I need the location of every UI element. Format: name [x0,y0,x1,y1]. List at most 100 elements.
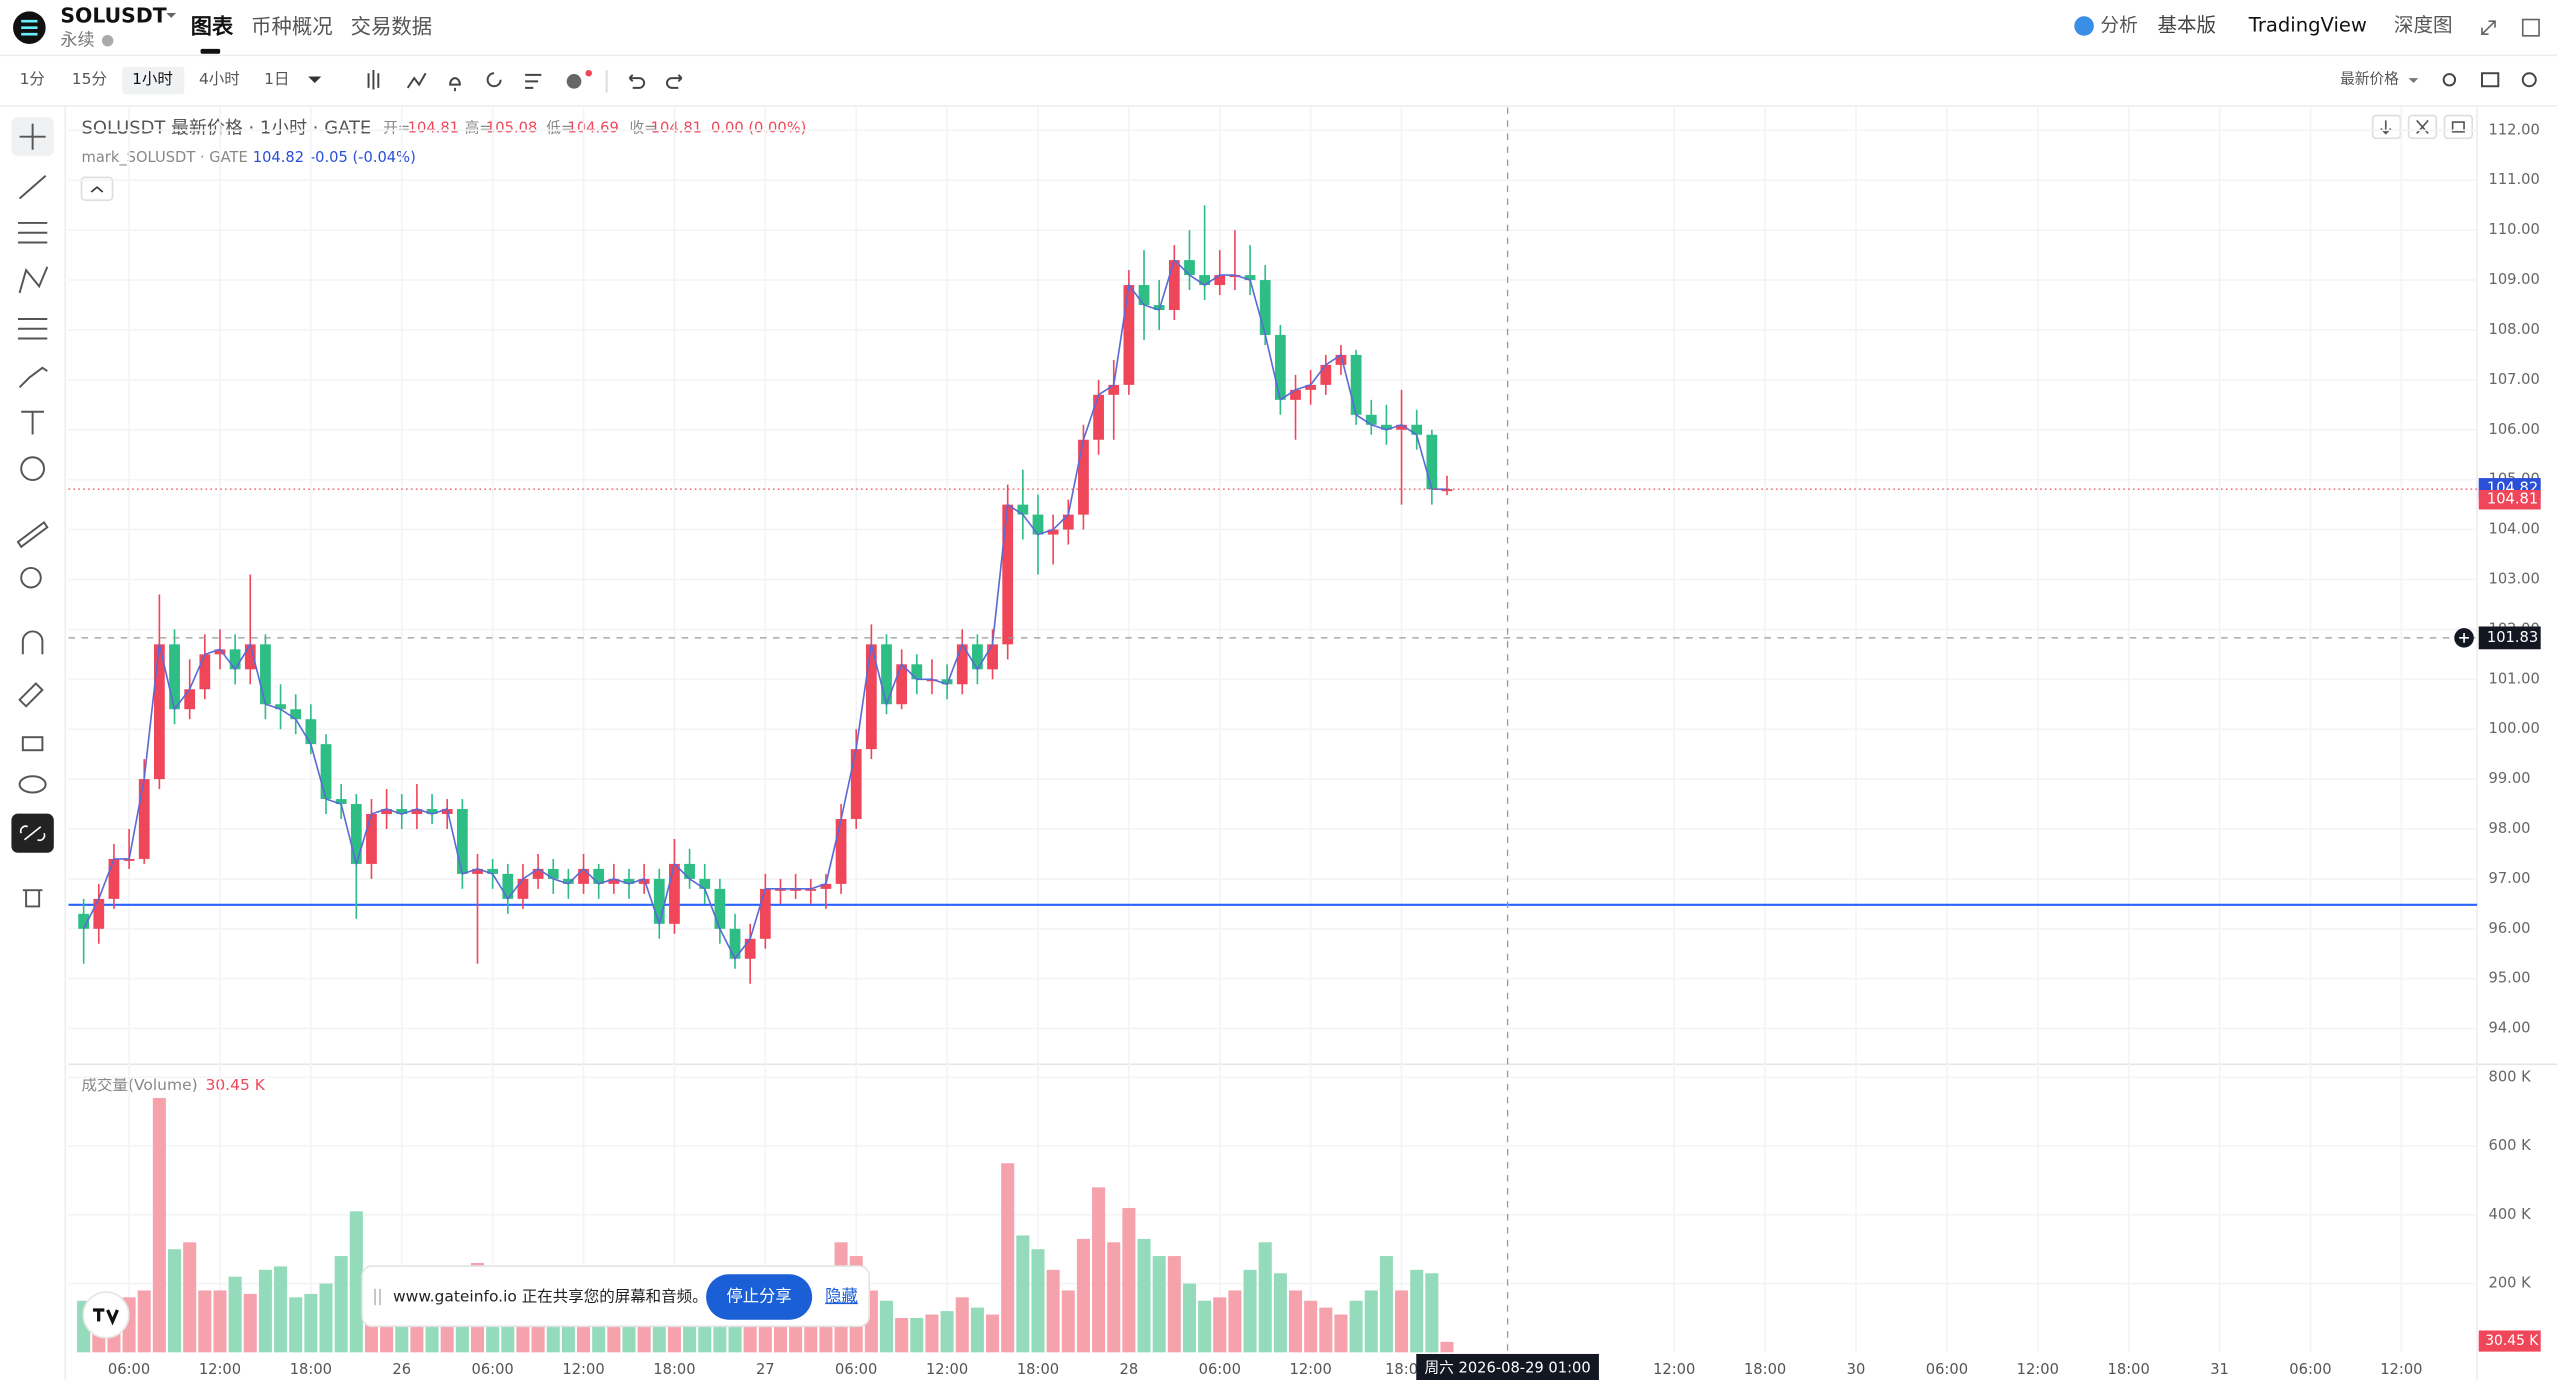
candle-body [1290,389,1301,400]
header-link[interactable]: 深度图 [2394,14,2453,37]
dropdown-arrow[interactable] [166,13,177,18]
mark-name: mark_SOLUSDT · GATE [82,149,248,166]
undo-icon[interactable] [628,74,646,89]
pattern-tool[interactable] [18,266,49,294]
collapse-button[interactable] [80,176,114,201]
candle-body [1411,424,1423,435]
redo-icon[interactable] [666,74,683,89]
candle-body [366,814,377,864]
candle-body [896,664,908,705]
pane-button[interactable] [2407,114,2438,140]
settings-icon[interactable] [2521,72,2537,88]
indicator-icon[interactable] [406,72,427,89]
candle-body [138,779,150,859]
candle-body [1214,275,1226,286]
pane-button[interactable] [2371,114,2402,140]
volume-bar [152,1097,166,1353]
link-tool[interactable] [19,825,46,841]
alert-icon[interactable] [449,77,461,92]
candle-body [865,644,877,750]
candle-body [1199,275,1211,286]
hide-tool[interactable] [18,775,47,794]
crosshair-tool[interactable] [19,123,46,150]
trendline-tool[interactable] [18,175,47,200]
replay-icon[interactable] [486,72,502,88]
ai-icon[interactable] [2074,16,2094,36]
fullscreen-icon[interactable] [2481,20,2496,35]
emoji-tool[interactable] [20,456,46,482]
interval[interactable]: 15分 [72,70,107,88]
candle-body [759,888,771,939]
text-tool[interactable] [21,410,45,435]
candle-body [1365,414,1377,425]
x-tick-label: 18:00 [653,1361,695,1378]
candle-body [260,644,271,705]
volume-bar [986,1314,1000,1353]
delete-tool[interactable] [22,889,43,908]
magnet-tool[interactable] [21,630,44,655]
lock-draw-tool[interactable] [18,682,44,708]
template-icon[interactable] [525,73,542,89]
change: 0.00 (0.00%) [711,120,806,137]
tab[interactable]: 图表 [191,14,234,39]
candle-body [411,809,423,815]
candle-body [517,878,529,899]
search-icon[interactable] [2442,73,2457,87]
volume-bar [1152,1256,1166,1353]
x-tick-label: 06:00 [1199,1361,1241,1378]
hide-link[interactable]: 隐藏 [825,1287,858,1306]
info-icon[interactable] [101,34,114,47]
projection-tool[interactable] [17,317,48,340]
price-type[interactable]: 最新价格 [2340,71,2399,88]
header-link[interactable]: TradingView [2248,14,2367,37]
symbol[interactable]: SOLUSDT [60,3,166,27]
volume-bar [1349,1300,1363,1353]
plus-icon[interactable] [566,74,582,89]
brush-tool[interactable] [18,366,48,389]
stop-share-button[interactable] [706,1274,813,1320]
interval-dropdown[interactable] [308,76,322,83]
ruler-tool[interactable] [16,520,49,549]
x-tick-label: 27 [756,1361,775,1378]
candle-body [396,809,408,815]
y-tick-label: 95.00 [2489,970,2531,987]
header-link[interactable]: 基本版 [2157,14,2216,37]
interval[interactable]: 1小时 [132,70,173,88]
candle-body [1335,354,1347,365]
tab[interactable]: 交易数据 [351,15,433,39]
y-tick-label: 98.00 [2489,820,2531,837]
tv-logo[interactable] [82,1291,130,1339]
candle-body [456,809,468,874]
candle-body [1229,275,1241,278]
volume-bar [1213,1297,1227,1353]
coin-logo-stripes [21,19,38,36]
candle-icon[interactable] [367,69,380,90]
y2-tick-label: 400 K [2489,1206,2532,1223]
drag-handle[interactable] [374,1288,381,1306]
header-link[interactable]: 分析 [2100,16,2137,37]
camera-icon[interactable] [2481,72,2500,88]
volume-bar [304,1293,318,1353]
zoom-tool[interactable] [20,566,42,589]
interval[interactable]: 1分 [20,70,45,88]
candle-body [169,644,180,710]
volume-bar [1440,1341,1454,1353]
candle-body [1123,285,1135,385]
window-icon[interactable] [2521,18,2540,37]
volume-bar [1410,1269,1424,1353]
volume-bar [1107,1242,1121,1353]
x-tick-label: 06:00 [108,1361,150,1378]
candle-body [1184,260,1195,276]
tab[interactable]: 币种概况 [251,15,333,39]
last-price-box [2478,489,2541,510]
candle-body [487,868,499,874]
price-type-arrow[interactable] [2408,78,2419,83]
lock-tool[interactable] [21,736,44,752]
interval[interactable]: 4小时 [199,70,240,88]
pane-button[interactable] [2443,114,2474,140]
interval[interactable]: 1日 [264,70,289,88]
volume-bar [228,1276,242,1353]
fib-tool[interactable] [17,221,48,244]
volume-bar [1288,1290,1303,1353]
